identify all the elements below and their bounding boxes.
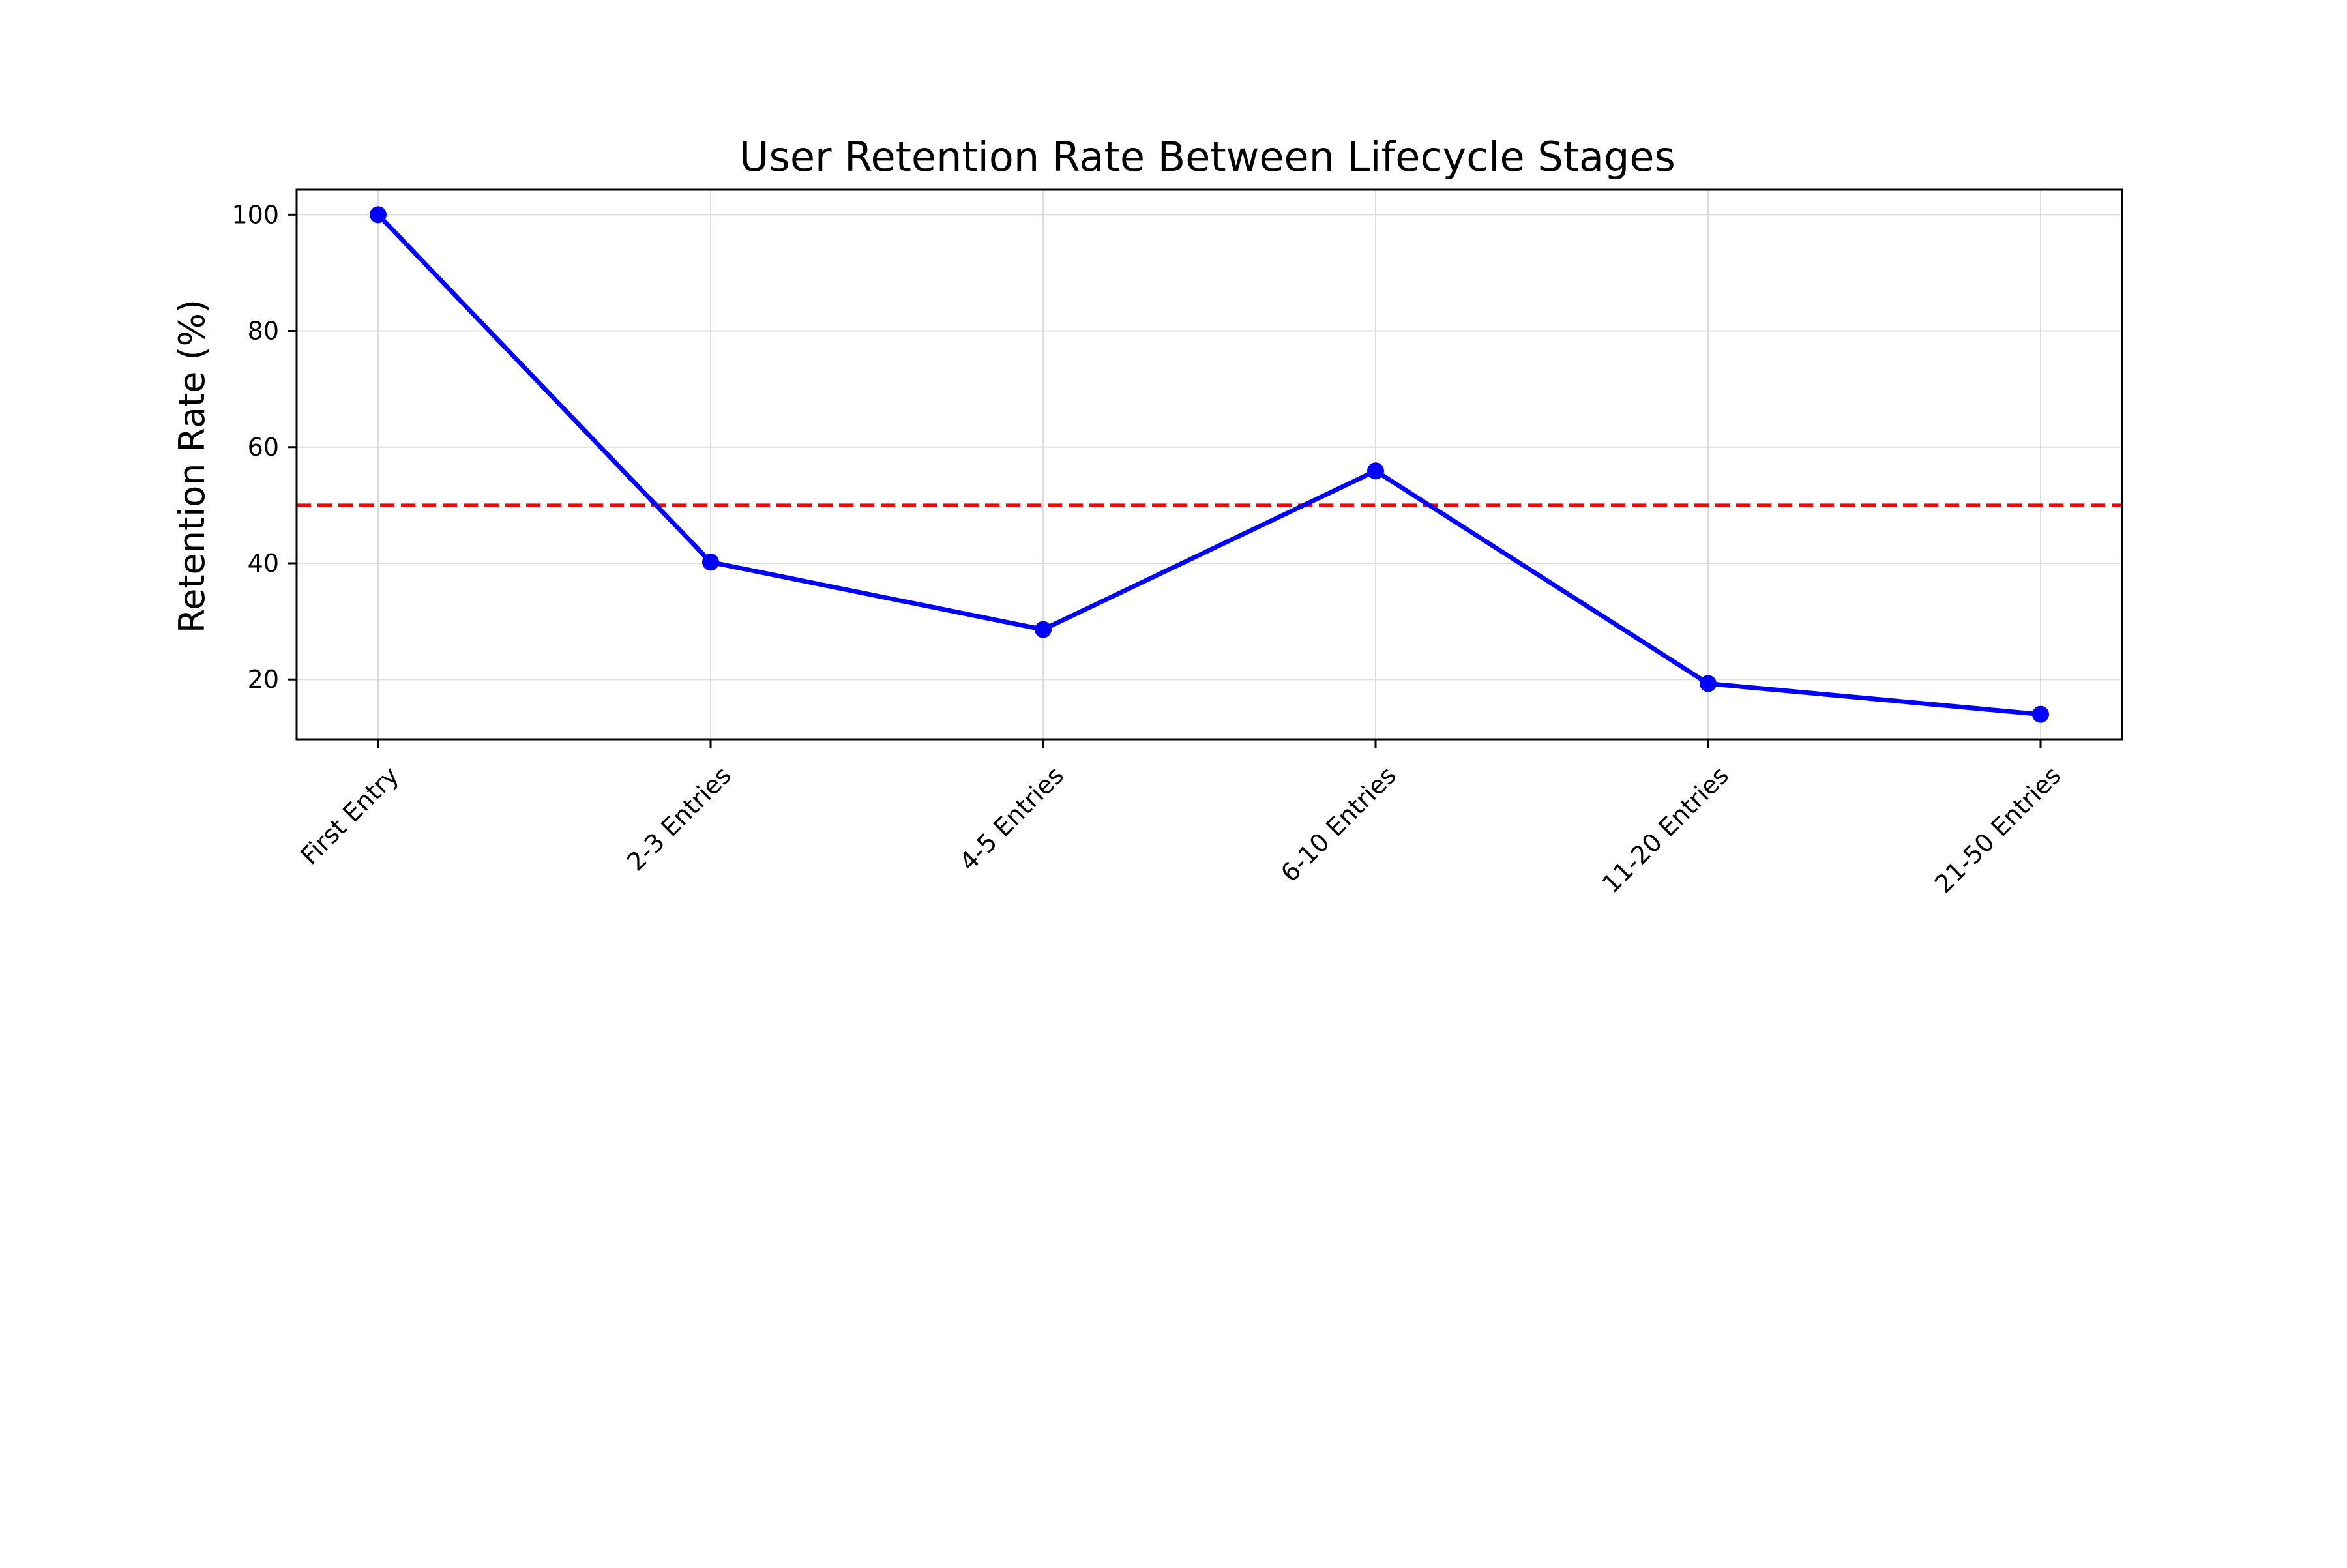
chart-title: User Retention Rate Between Lifecycle St… xyxy=(739,133,1675,181)
data-point xyxy=(370,206,387,224)
y-axis: 20 40 60 80 100 xyxy=(231,200,297,694)
y-tick-label: 60 xyxy=(248,433,279,462)
y-tick-label: 20 xyxy=(248,665,279,694)
series-line xyxy=(376,212,2043,717)
data-point xyxy=(1035,621,1052,638)
plot-frame xyxy=(295,188,2123,741)
y-tick-label: 80 xyxy=(248,317,279,346)
y-axis-label: Retention Rate (%) xyxy=(171,299,213,633)
data-point xyxy=(1367,462,1384,480)
data-point xyxy=(702,554,719,571)
y-tick-label: 100 xyxy=(231,200,279,229)
y-tick-label: 40 xyxy=(248,549,279,578)
series-layer xyxy=(370,206,2049,723)
data-point xyxy=(1700,675,1717,692)
data-point xyxy=(2032,705,2049,723)
